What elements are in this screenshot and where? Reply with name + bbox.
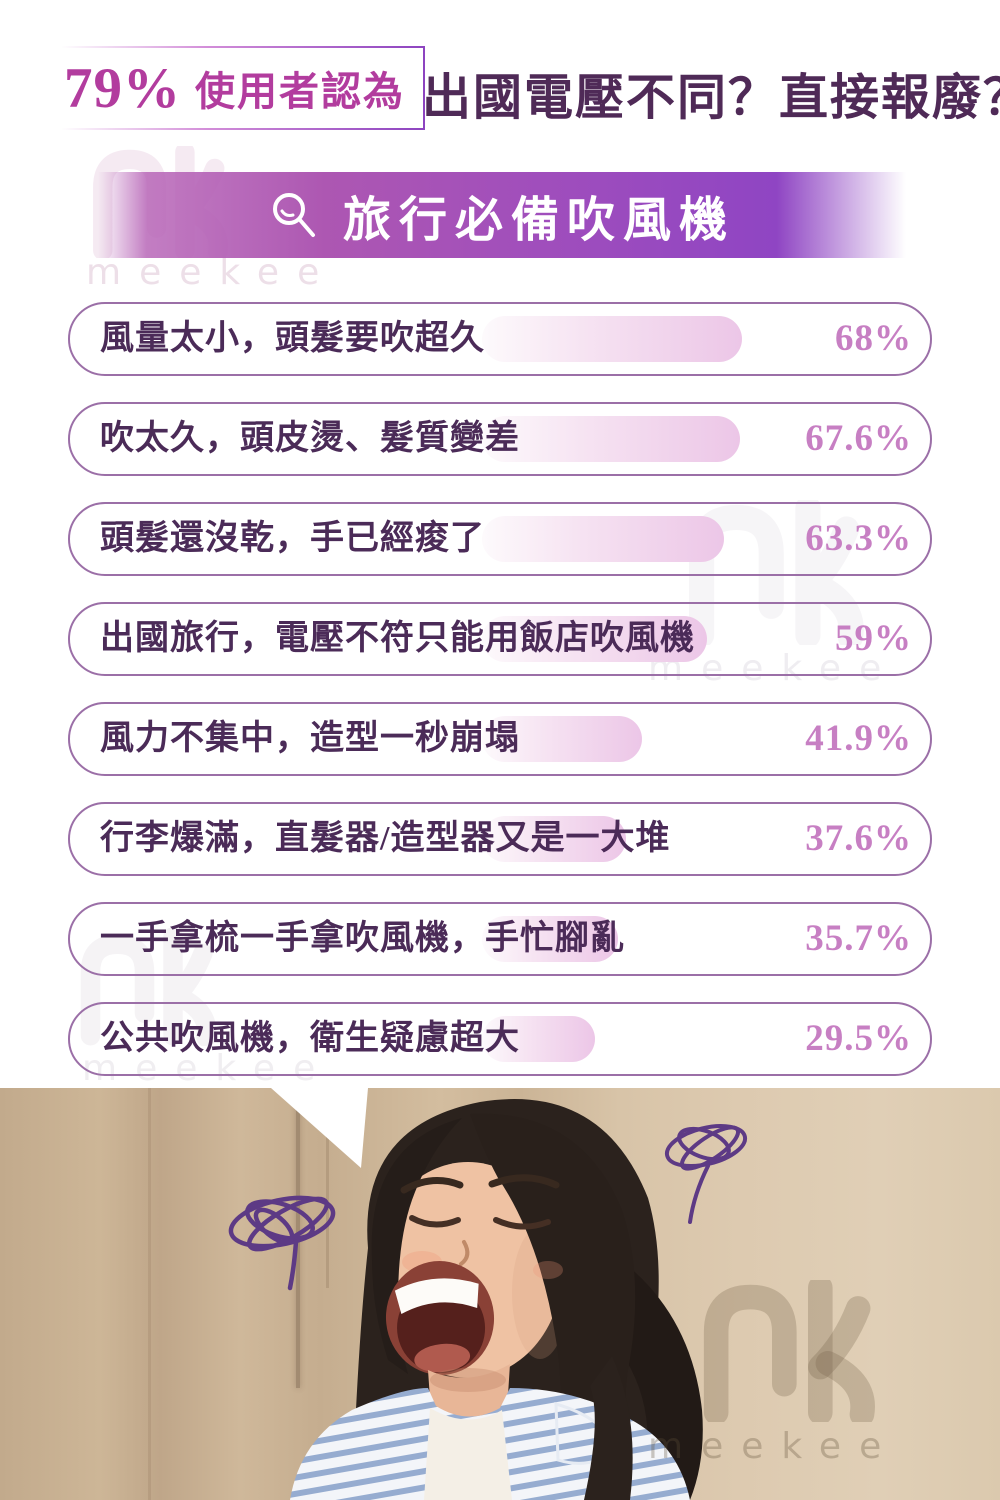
photo-woman-shouting: meekee (0, 1088, 1000, 1500)
survey-list: 風量太小，頭髮要吹超久 68% 吹太久，頭皮燙、髮質變差 67.6% 頭髮還沒乾… (68, 302, 932, 1102)
survey-row-bar (482, 616, 707, 662)
survey-row-percent: 41.9% (805, 718, 912, 759)
survey-row-percent: 29.5% (805, 1018, 912, 1059)
banner-title: 旅行必備吹風機 (342, 194, 735, 247)
survey-row-label: 行李爆滿，直髮器/造型器又是一大堆 (100, 820, 671, 857)
survey-row: 風量太小，頭髮要吹超久 68% (68, 302, 932, 376)
survey-row-percent: 37.6% (805, 818, 912, 859)
survey-row-label: 頭髮還沒乾，手已經痠了 (100, 520, 485, 557)
survey-row-label: 出國旅行，電壓不符只能用飯店吹風機 (100, 620, 695, 657)
survey-row-percent: 68% (835, 318, 912, 359)
survey-row: 公共吹風機，衛生疑慮超大 29.5% (68, 1002, 932, 1076)
search-icon (272, 193, 315, 237)
topic-banner: 旅行必備吹風機 (98, 172, 906, 258)
woman-figure (290, 1099, 703, 1500)
survey-row-label: 風力不集中，造型一秒崩塌 (100, 720, 520, 757)
survey-row-bar (482, 516, 724, 562)
survey-row-bar (482, 416, 740, 462)
survey-row-percent: 63.3% (805, 518, 912, 559)
survey-row: 行李爆滿，直髮器/造型器又是一大堆 37.6% (68, 802, 932, 876)
survey-row: 吹太久，頭皮燙、髮質變差 67.6% (68, 402, 932, 476)
stat-box: 79% 使用者認為 (62, 46, 425, 130)
survey-row: 出國旅行，電壓不符只能用飯店吹風機 59% (68, 602, 932, 676)
page-title: 出國電壓不同？直接報廢？ (422, 70, 1000, 125)
survey-row-percent: 67.6% (805, 418, 912, 459)
survey-row: 一手拿梳一手拿吹風機，手忙腳亂 35.7% (68, 902, 932, 976)
survey-row-percent: 59% (835, 618, 912, 659)
survey-row-bar (482, 916, 618, 962)
meekee-watermark-text: meekee (86, 252, 338, 293)
survey-row: 頭髮還沒乾，手已經痠了 63.3% (68, 502, 932, 576)
survey-row-bar (482, 716, 642, 762)
stat-claim: 使用者認為 (195, 69, 405, 114)
survey-row-label: 吹太久，頭皮燙、髮質變差 (100, 420, 520, 457)
survey-row: 風力不集中，造型一秒崩塌 41.9% (68, 702, 932, 776)
survey-row-label: 公共吹風機，衛生疑慮超大 (100, 1020, 520, 1057)
survey-row-label: 風量太小，頭髮要吹超久 (100, 320, 485, 357)
survey-row-percent: 35.7% (805, 918, 912, 959)
survey-row-bar (482, 1016, 595, 1062)
survey-row-label: 一手拿梳一手拿吹風機，手忙腳亂 (100, 920, 625, 957)
survey-row-bar (482, 316, 742, 362)
survey-row-bar (482, 816, 626, 862)
stat-percent: 79% (64, 56, 181, 120)
